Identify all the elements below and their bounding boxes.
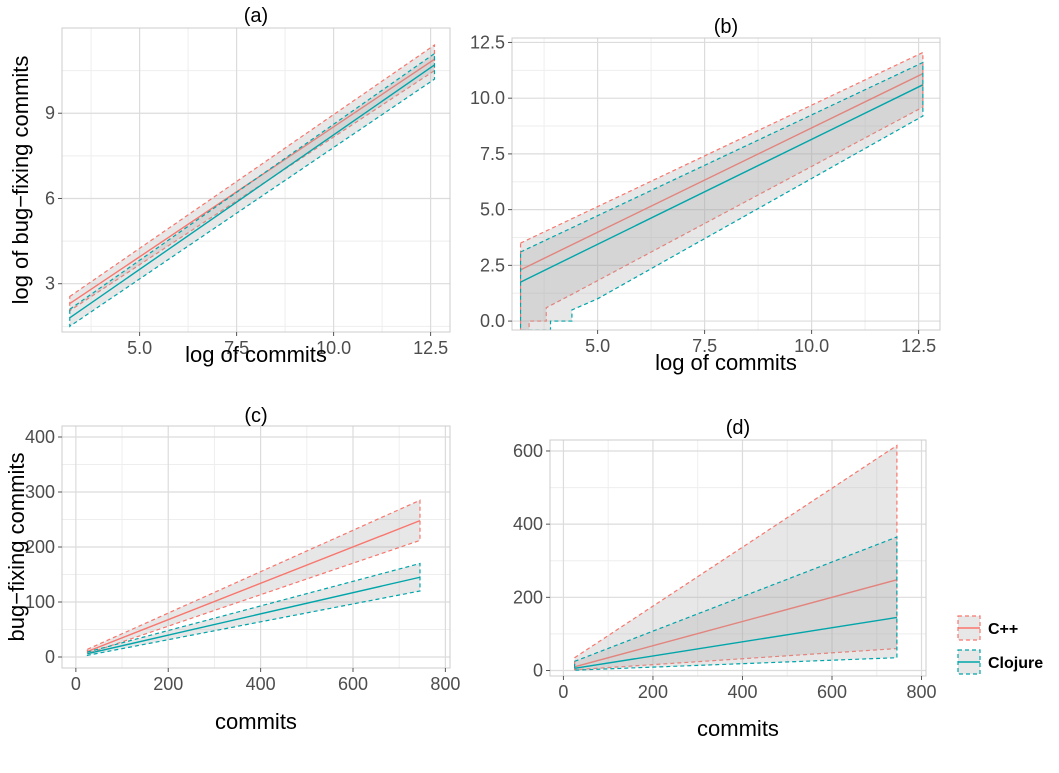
x-tick-label: 0 [558, 682, 568, 702]
confidence-band-cpp [69, 43, 436, 312]
x-tick-label: 400 [246, 674, 276, 694]
y-tick-label: 7.5 [480, 144, 505, 164]
y-tick-label: 400 [513, 514, 543, 534]
x-axis-title: log of commits [185, 342, 327, 367]
confidence-band-clojure [574, 536, 898, 671]
panel-title: (a) [244, 5, 268, 27]
y-tick-label: 3 [45, 274, 55, 294]
confidence-band-clojure [69, 52, 436, 328]
x-tick-label: 200 [638, 682, 668, 702]
panel-title: (b) [714, 16, 738, 38]
y-tick-label: 10.0 [470, 88, 505, 108]
x-tick-label: 800 [430, 674, 460, 694]
legend-label-clojure: Clojure [988, 655, 1043, 672]
x-axis-title: log of commits [655, 350, 797, 375]
x-tick-label: 5.0 [585, 336, 610, 356]
fit-line-cpp [574, 579, 898, 668]
x-tick-label: 12.5 [901, 336, 936, 356]
y-tick-label: 5.0 [480, 200, 505, 220]
panel-plot-area [69, 43, 436, 328]
x-tick-label: 7.5 [224, 338, 249, 358]
panel-d: 0 200 400 600 800 0 200 400 600 (d) commits [513, 417, 937, 741]
y-tick-label: 0 [533, 661, 543, 681]
confidence-band-cpp [519, 51, 924, 330]
x-tick-label: 5.0 [127, 338, 152, 358]
y-tick-label: 12.5 [470, 32, 505, 52]
panel-b: 5.0 7.5 10.0 12.5 0.0 2.5 5.0 7.5 10.0 12.5 (b) log… [470, 16, 941, 375]
confidence-band-cpp [86, 499, 421, 655]
fit-line-cpp [69, 58, 435, 305]
x-tick-label: 200 [153, 674, 183, 694]
x-tick-label: 7.5 [692, 336, 717, 356]
fit-line-cpp [87, 519, 421, 653]
y-tick-label: 200 [513, 587, 543, 607]
x-axis-title: commits [697, 716, 779, 741]
y-tick-label: 600 [513, 441, 543, 461]
x-tick-label: 600 [817, 682, 847, 702]
panel-plot-area [519, 51, 924, 330]
y-tick-label: 9 [45, 103, 55, 123]
panel-background [512, 38, 940, 330]
fit-line-clojure [87, 576, 421, 655]
y-tick-label: 2.5 [480, 255, 505, 275]
panel-plot-area [574, 444, 898, 671]
fit-line-clojure [520, 84, 924, 283]
y-tick-label: 400 [25, 427, 55, 447]
panel-title: (d) [726, 417, 750, 439]
y-tick-label: 100 [25, 592, 55, 612]
x-tick-label: 600 [338, 674, 368, 694]
x-tick-label: 400 [727, 682, 757, 702]
fit-line-clojure [69, 64, 435, 319]
confidence-band-clojure [519, 61, 924, 330]
x-tick-label: 10.0 [794, 336, 829, 356]
y-tick-label: 6 [45, 188, 55, 208]
panel-border [549, 439, 927, 677]
y-tick-label: 200 [25, 537, 55, 557]
fit-line-cpp [520, 73, 924, 271]
panel-border [61, 27, 451, 333]
legend-label-cpp: C++ [988, 621, 1018, 638]
y-tick-label: 0.0 [480, 311, 505, 331]
x-tick-label: 12.5 [413, 338, 448, 358]
confidence-band-clojure [86, 562, 421, 657]
panel-background [62, 28, 450, 332]
x-tick-label: 10.0 [316, 338, 351, 358]
panel-title: (c) [244, 405, 267, 427]
legend: C++ Clojure [957, 615, 1043, 675]
panel-a: 5.0 7.5 10.0 12.5 3 6 9 (a) log of commits log of… [8, 5, 451, 367]
panel-border [511, 37, 941, 331]
x-axis-title: commits [215, 709, 297, 734]
x-tick-label: 800 [907, 682, 937, 702]
y-axis-title: bug−fixing commits [4, 453, 29, 642]
y-axis-title: log of bug−fixing commits [8, 56, 33, 305]
panel-c: 0 200 400 600 800 0 100 200 300 400 (c) commits bug−… [4, 405, 460, 734]
fit-line-clojure [574, 616, 898, 670]
panel-background [550, 440, 926, 676]
x-tick-label: 0 [71, 674, 81, 694]
panel-plot-area [86, 499, 421, 657]
y-tick-label: 300 [25, 482, 55, 502]
y-tick-label: 0 [45, 647, 55, 667]
